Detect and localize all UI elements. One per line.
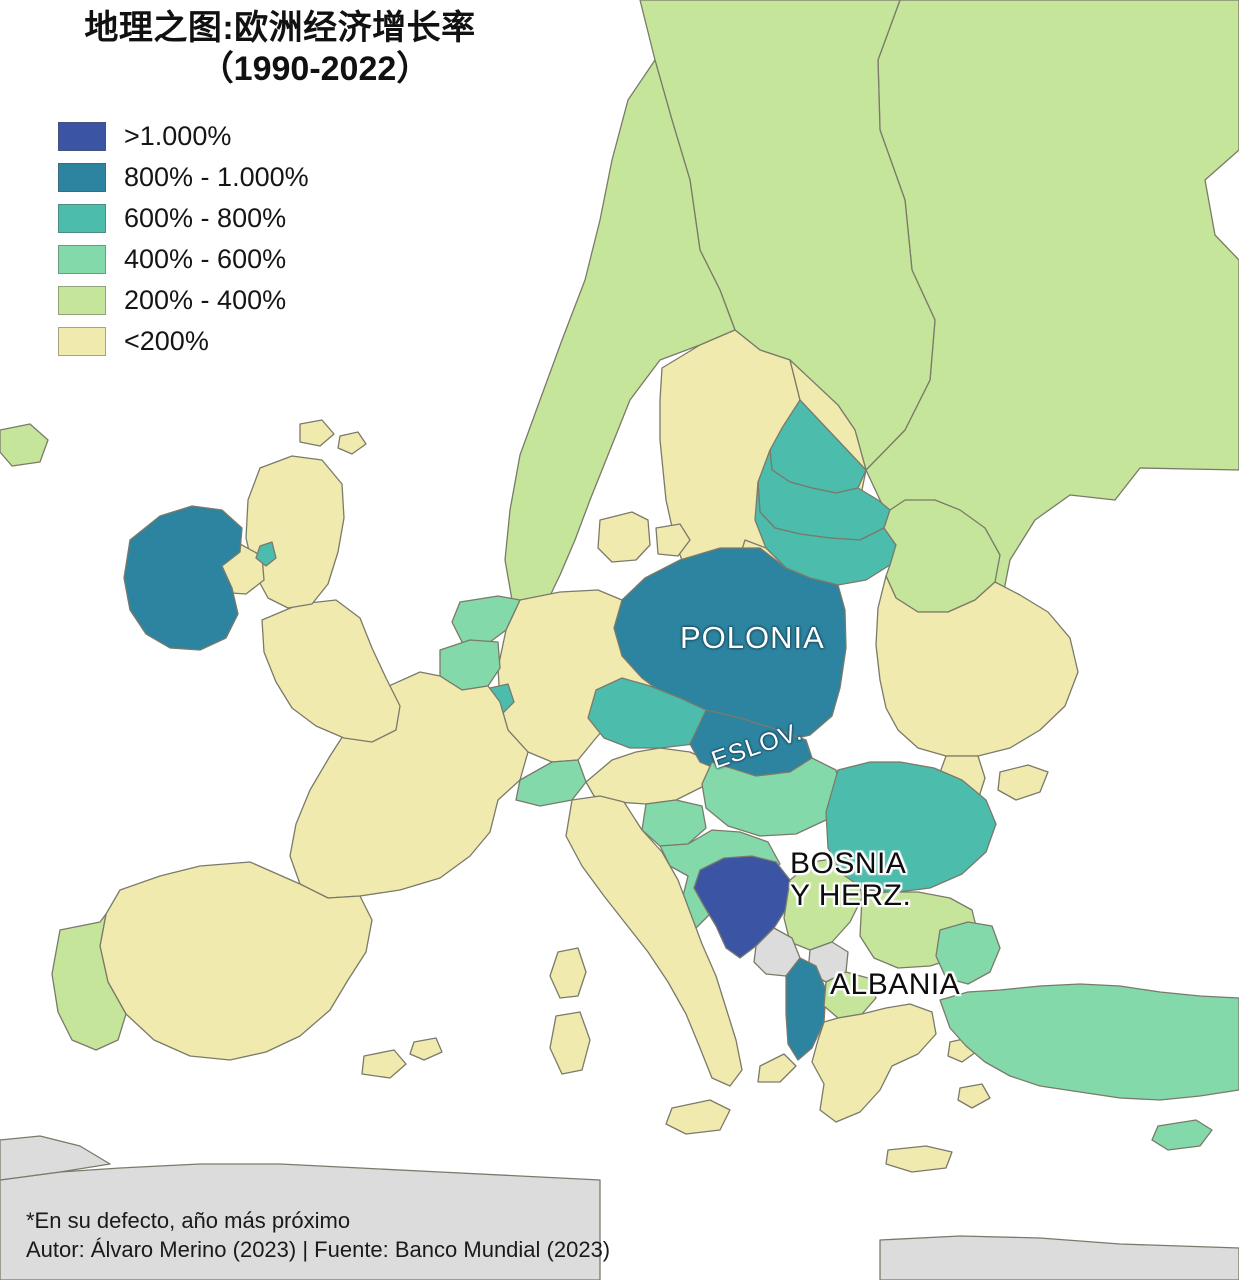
- region-north-africa-east: [879, 1235, 1239, 1280]
- map-title: 地理之图:欧洲经济增长率 （1990-2022）: [0, 8, 560, 91]
- country-north-macedonia: [823, 971, 877, 1019]
- footer: *En su defecto, año más próximo Autor: Á…: [26, 1206, 610, 1264]
- legend-label: >1.000%: [124, 120, 232, 151]
- country-sicily: [665, 1099, 731, 1135]
- country-albania: [785, 957, 827, 1061]
- country-ireland: [123, 505, 243, 651]
- legend: >1.000% 800% - 1.000% 600% - 800% 400% -…: [58, 118, 309, 364]
- country-uk-england-wales: [261, 599, 401, 743]
- country-portugal: [51, 913, 127, 1051]
- legend-swatch: [58, 244, 106, 274]
- country-balearic2: [409, 1037, 443, 1061]
- legend-row[interactable]: 600% - 800%: [58, 200, 309, 236]
- country-netherlands: [451, 595, 521, 646]
- legend-swatch: [58, 121, 106, 151]
- legend-label: 600% - 800%: [124, 202, 287, 233]
- footer-credit: Autor: Álvaro Merino (2023) | Fuente: Ba…: [26, 1236, 611, 1262]
- legend-row[interactable]: <200%: [58, 323, 309, 359]
- legend-row[interactable]: 800% - 1.000%: [58, 159, 309, 195]
- country-uk-scotland: [245, 455, 345, 609]
- country-romania: [825, 761, 997, 893]
- legend-row[interactable]: 200% - 400%: [58, 282, 309, 318]
- country-greece-islands2: [957, 1083, 991, 1109]
- country-italy: [565, 795, 743, 1087]
- legend-swatch: [58, 162, 106, 192]
- legend-swatch: [58, 326, 106, 356]
- country-switzerland: [515, 759, 587, 807]
- country-balearic: [361, 1049, 407, 1079]
- country-turkey: [939, 983, 1239, 1101]
- region-north-africa: [0, 1163, 601, 1280]
- country-uk-islands2: [337, 431, 367, 455]
- legend-label: <200%: [124, 325, 209, 356]
- country-sardinia: [549, 1011, 591, 1075]
- legend-row[interactable]: 400% - 600%: [58, 241, 309, 277]
- region-north-africa-left: [0, 1135, 111, 1181]
- country-turkey-thrace: [935, 921, 1001, 985]
- legend-label: 400% - 600%: [124, 243, 287, 274]
- country-isle-of-man: [255, 541, 277, 567]
- country-uk-islands: [299, 419, 335, 447]
- legend-row[interactable]: >1.000%: [58, 118, 309, 154]
- country-ukraine: [875, 575, 1079, 757]
- country-cyprus: [1151, 1119, 1213, 1151]
- country-denmark: [597, 511, 651, 563]
- country-norway: [504, 59, 736, 619]
- country-corsica: [549, 947, 587, 999]
- footer-note: *En su defecto, año más próximo: [26, 1207, 351, 1233]
- legend-swatch: [58, 285, 106, 315]
- legend-label: 200% - 400%: [124, 284, 287, 315]
- country-crimea: [997, 764, 1049, 801]
- country-italy-heel: [757, 1053, 797, 1083]
- country-greece: [811, 1003, 937, 1123]
- country-iceland: [0, 423, 49, 467]
- title-line-1: 地理之图:欧洲经济增长率: [84, 9, 476, 47]
- legend-swatch: [58, 203, 106, 233]
- country-greece-crete: [885, 1145, 953, 1173]
- country-serbia: [783, 857, 863, 951]
- legend-label: 800% - 1.000%: [124, 161, 309, 192]
- country-denmark-isles: [655, 523, 691, 557]
- title-line-2: （1990-2022）: [199, 50, 431, 89]
